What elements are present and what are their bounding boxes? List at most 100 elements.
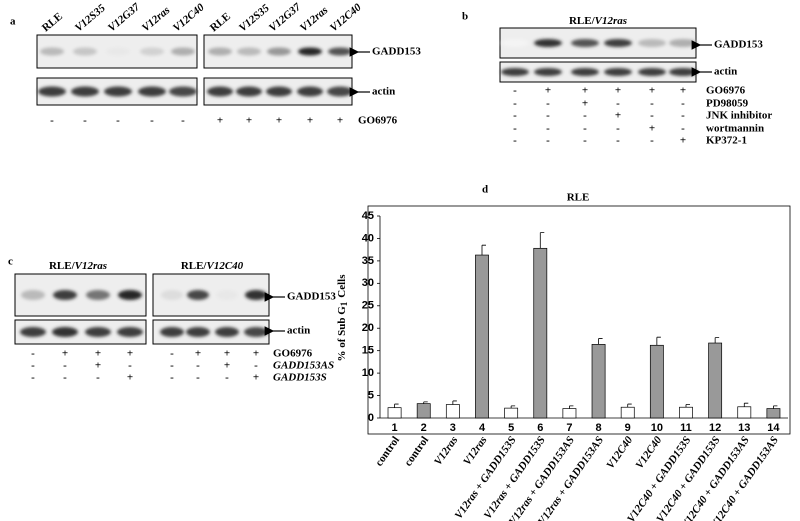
treatment-name: KP372-1 [706,135,747,147]
x-tick-label: 2 [421,422,427,434]
x-tick-label: 7 [566,422,572,434]
treatment-name: GO6976 [273,348,313,360]
error-bar [743,402,749,407]
blot-band [20,327,46,337]
lane-label: V12C40 [328,1,364,34]
blot-band [118,290,142,300]
blot-band [669,68,697,76]
blot-band [117,327,143,337]
error-bar [569,405,574,409]
treatment-sign: - [83,115,87,127]
lane-label: V12ras [140,4,173,34]
error-bar [510,405,516,409]
y-tick-label: 0 [368,412,374,424]
blot-title: RLE/V12ras [49,260,107,272]
error-bar [685,404,690,408]
band-label: GADD153 [714,39,763,51]
treatment-sign: - [225,372,229,384]
bar [649,344,664,419]
lane-label: V12G37 [106,1,143,34]
x-tick-label: 8 [596,422,602,434]
treatment-name: GO6976 [706,85,746,97]
treatment-sign: - [170,360,174,372]
treatment-sign: - [170,372,174,384]
bar [504,407,519,419]
error-bar [598,338,603,345]
treatment-name: GADD153AS [273,360,334,372]
bar [387,407,402,419]
blot-band [104,86,132,97]
treatment-sign: - [513,85,517,97]
lane-label: RLE [40,11,65,35]
treatment-sign: - [546,110,550,122]
blot-band [187,290,209,300]
treatment-sign: - [616,98,620,110]
treatment-sign: + [680,135,686,147]
treatment-sign: - [150,115,154,127]
x-tick-label: 10 [651,422,663,434]
blot-band [297,86,323,97]
bar [620,406,635,419]
panel-label: c [8,256,13,268]
y-tick-label: 35 [362,255,374,267]
panel-label: b [462,11,468,23]
treatment-sign: - [583,123,587,135]
bar [562,408,577,419]
treatment-sign: + [246,115,252,127]
treatment-sign: - [96,372,100,384]
blot-band [86,290,110,300]
treatment-sign: + [582,98,588,110]
treatment-sign: + [253,372,259,384]
lane-label: V12ras [298,4,331,34]
blot-band [207,86,233,97]
blot-band [140,47,164,56]
lane-label: V12G37 [267,1,304,34]
y-axis-label: % of Sub G1 Cells [336,274,350,362]
treatment-sign: + [307,115,313,127]
error-bar [481,244,486,256]
blot-band [267,47,291,56]
blot-band [571,68,599,76]
treatment-sign: + [582,85,588,97]
bar [416,403,431,419]
blot-band [106,47,130,56]
x-tick-label: 4 [479,422,486,434]
blot-band [501,39,529,47]
treatment-sign: + [217,115,223,127]
blot-band [169,86,197,97]
blot-band [604,68,632,76]
treatment-sign: - [63,360,67,372]
bar [533,247,548,419]
band-label: actin [714,66,737,78]
bar [737,406,752,419]
bar [679,406,693,419]
title-part: RLE/ [569,15,596,27]
title-part: V12C40 [207,260,244,272]
error-bar [539,232,545,249]
y-label-part: 1 [339,301,349,306]
treatment-sign: - [583,110,587,122]
blot-band [52,327,78,337]
treatment-sign: - [50,115,54,127]
treatment-name: GADD153S [273,372,327,384]
treatment-sign: - [31,348,35,360]
treatment-name: wortmannin [706,123,764,135]
treatment-sign: + [95,360,101,372]
blot-band [328,47,352,56]
blot-title: RLE/V12ras [569,15,627,27]
treatment-sign: - [196,372,200,384]
blot-band [327,86,353,97]
treatment-sign: - [681,110,685,122]
treatment-sign: - [116,115,120,127]
treatment-sign: + [649,85,655,97]
treatment-sign: - [170,348,174,360]
error-bar [773,405,778,409]
error-bar [627,403,632,408]
treatment-sign: - [513,123,517,135]
treatment-sign: + [224,360,230,372]
lane-label: V12S35 [237,2,272,34]
treatment-sign: - [650,135,654,147]
y-tick-label: 45 [362,210,374,222]
bar [766,408,781,419]
treatment-sign: - [513,98,517,110]
